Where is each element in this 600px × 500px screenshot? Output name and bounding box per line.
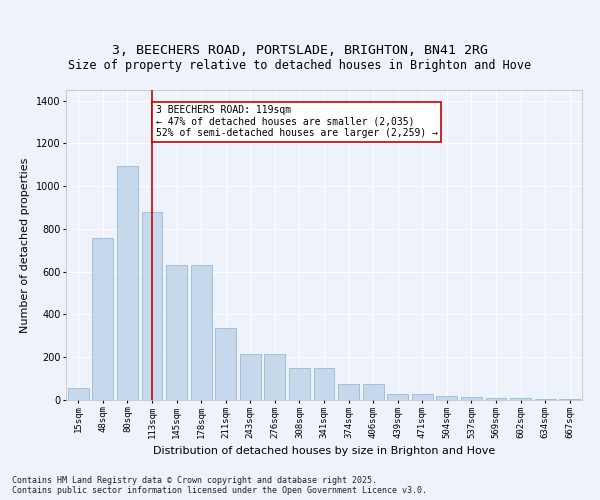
Bar xyxy=(387,394,408,400)
Bar xyxy=(265,354,286,400)
Y-axis label: Number of detached properties: Number of detached properties xyxy=(20,158,30,332)
Bar xyxy=(215,328,236,400)
Text: 3, BEECHERS ROAD, PORTSLADE, BRIGHTON, BN41 2RG: 3, BEECHERS ROAD, PORTSLADE, BRIGHTON, B… xyxy=(112,44,488,58)
Bar xyxy=(535,399,556,400)
Bar xyxy=(436,396,457,400)
Bar xyxy=(485,398,506,400)
Bar xyxy=(362,384,383,400)
Bar xyxy=(240,354,261,400)
Bar xyxy=(338,384,359,400)
Text: 3 BEECHERS ROAD: 119sqm
← 47% of detached houses are smaller (2,035)
52% of semi: 3 BEECHERS ROAD: 119sqm ← 47% of detache… xyxy=(155,105,437,138)
Bar xyxy=(314,368,334,400)
Text: Contains HM Land Registry data © Crown copyright and database right 2025.
Contai: Contains HM Land Registry data © Crown c… xyxy=(12,476,427,495)
Bar xyxy=(92,238,113,400)
X-axis label: Distribution of detached houses by size in Brighton and Hove: Distribution of detached houses by size … xyxy=(153,446,495,456)
Bar xyxy=(461,397,482,400)
Bar xyxy=(191,266,212,400)
Bar xyxy=(559,399,580,400)
Bar xyxy=(412,394,433,400)
Bar xyxy=(166,266,187,400)
Bar xyxy=(68,388,89,400)
Bar xyxy=(117,166,138,400)
Bar xyxy=(142,212,163,400)
Text: Size of property relative to detached houses in Brighton and Hove: Size of property relative to detached ho… xyxy=(68,60,532,72)
Bar xyxy=(289,368,310,400)
Bar xyxy=(510,398,531,400)
